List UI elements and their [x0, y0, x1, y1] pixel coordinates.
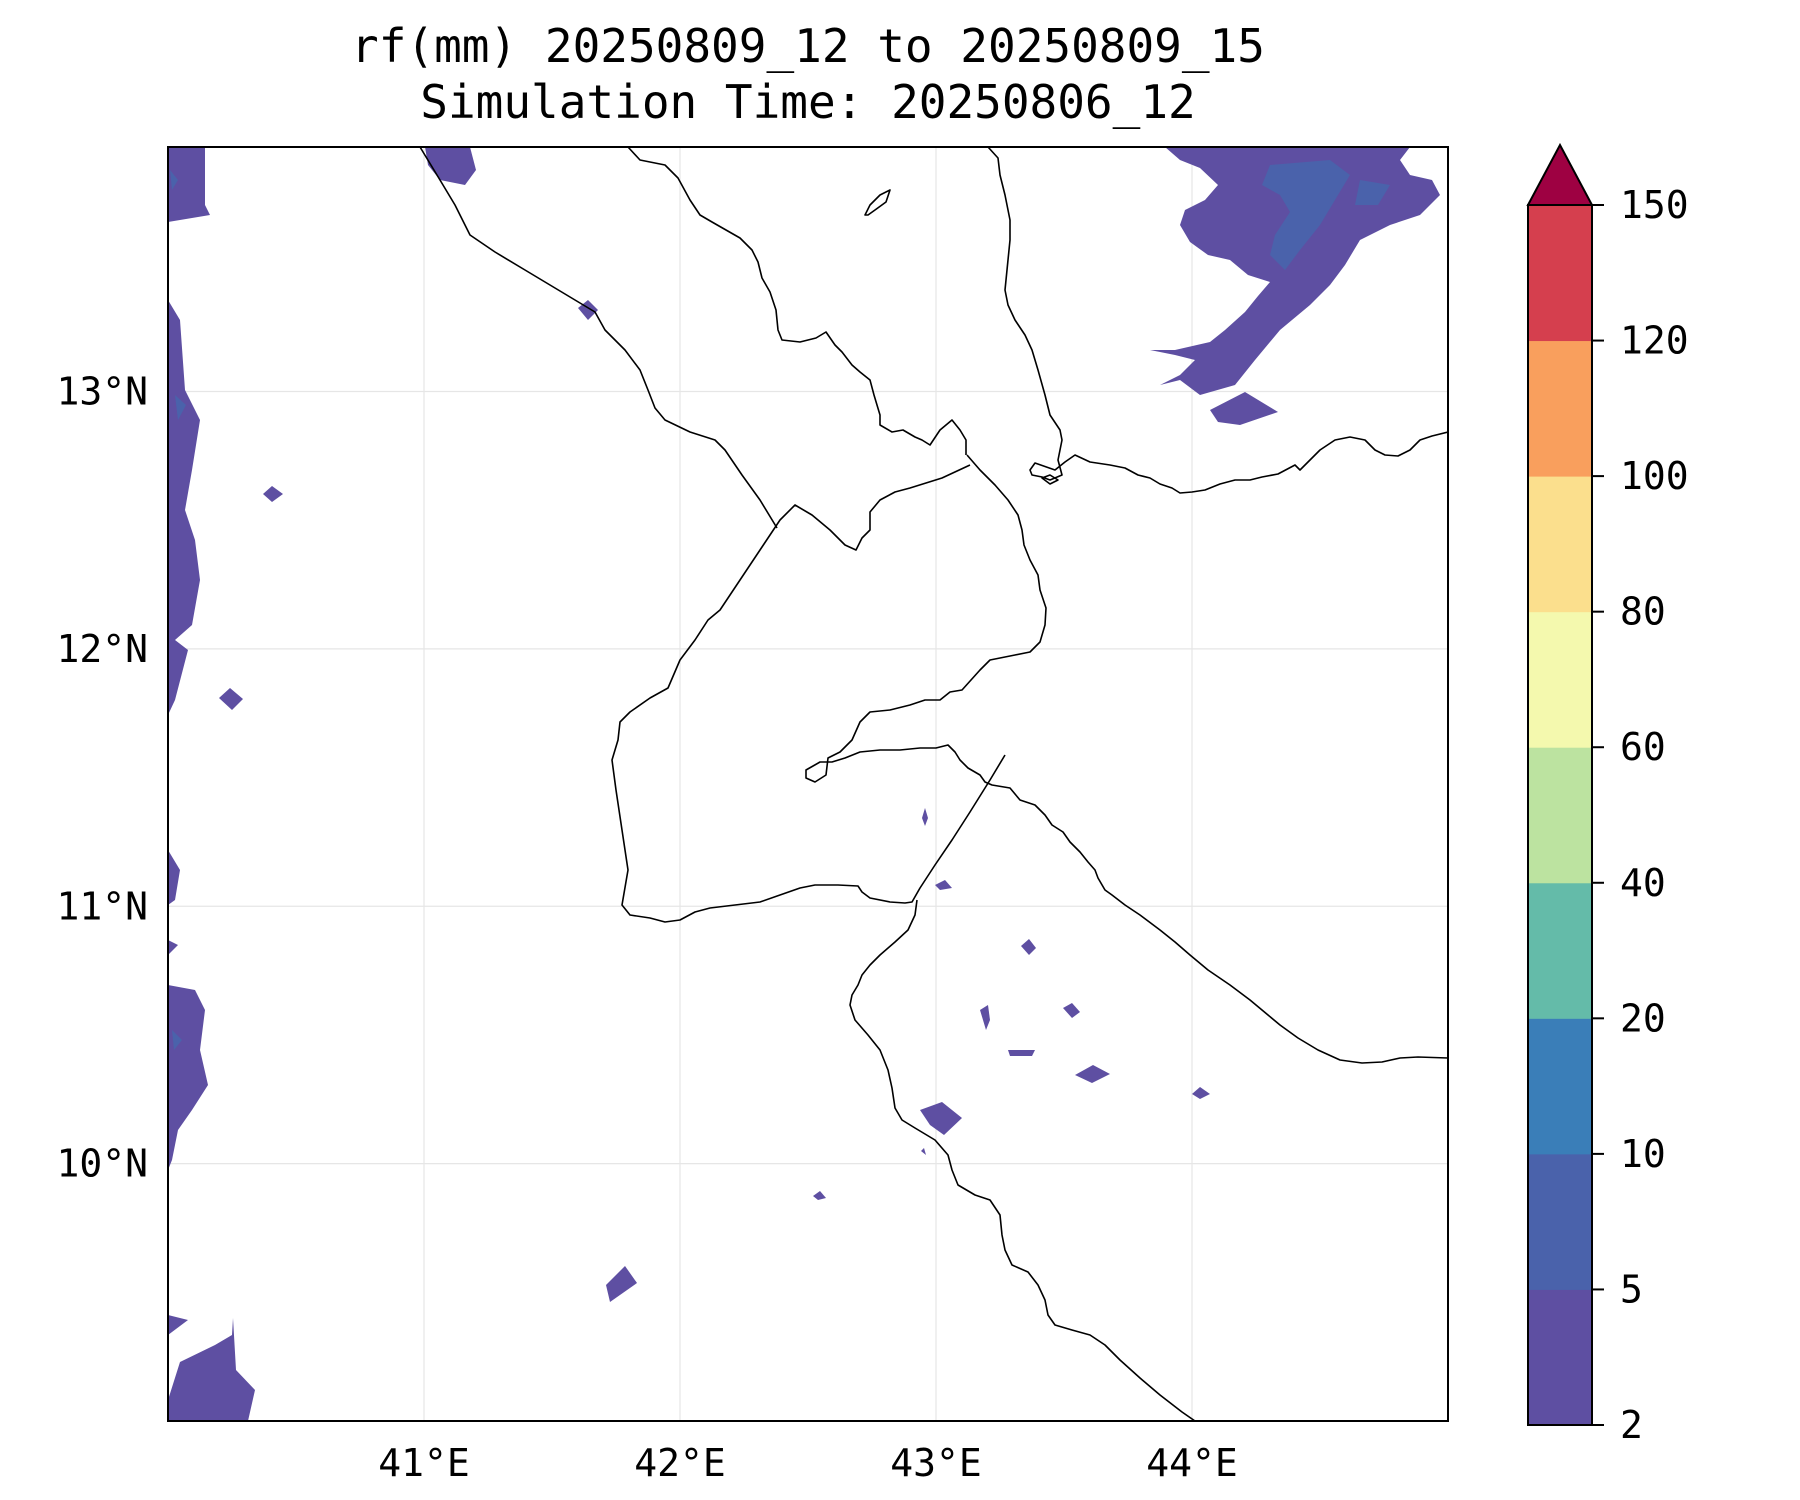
lon-tick-label: 41°E: [378, 1441, 470, 1485]
lon-tick-label: 42°E: [634, 1441, 726, 1485]
rain-cell: [219, 688, 243, 710]
lat-tick-label: 11°N: [56, 884, 148, 928]
rain-cell: [1063, 1003, 1080, 1018]
colorbar-bin: [1528, 205, 1592, 342]
colorbar-tick-label: 10: [1620, 1132, 1666, 1176]
colorbar-bin: [1528, 1289, 1592, 1426]
coastline-eritrea: [627, 147, 967, 455]
rain-cell: [935, 880, 952, 890]
coastline-red-sea-east: [987, 147, 1448, 494]
lat-tick-label: 10°N: [56, 1142, 148, 1186]
colorbar-tick-label: 5: [1620, 1267, 1643, 1311]
rain-cell: [1008, 1050, 1035, 1056]
colorbar-bin: [1528, 882, 1592, 1019]
rain-core-northeast: [1262, 160, 1390, 270]
title-line-2: Simulation Time: 20250806_12: [420, 75, 1196, 129]
lat-tick-label: 13°N: [56, 370, 148, 414]
rain-cell: [980, 1005, 990, 1030]
island-small: [1041, 474, 1059, 485]
rain-cell: [920, 1102, 962, 1135]
rain-cell: [1021, 939, 1036, 955]
coastline-gulf-of-aden: [805, 454, 1448, 1064]
border-djibouti: [611, 464, 1006, 923]
border-ethiopia-somalia: [849, 899, 1196, 1421]
rain-cell: [1075, 1065, 1110, 1083]
colorbar-tick-label: 100: [1620, 454, 1689, 498]
colorbar-tick-label: 120: [1620, 319, 1689, 363]
latitude-labels: 13°N 12°N 11°N 10°N: [56, 370, 148, 1186]
colorbar-tick-label: 40: [1620, 861, 1666, 905]
rain-cell: [606, 1266, 637, 1302]
rain-area-west-edge: [168, 147, 255, 1421]
colorbar-bin: [1528, 476, 1592, 613]
rainfall-contours: [168, 147, 1440, 1421]
map-frame: [167, 146, 1449, 1422]
rain-area-northeast: [1150, 147, 1440, 395]
colorbar-tick-label: 60: [1620, 725, 1666, 769]
lon-tick-label: 43°E: [890, 1441, 982, 1485]
colorbar-bin: [1528, 340, 1592, 477]
gridlines: [168, 147, 1448, 1421]
lon-tick-label: 44°E: [1146, 1441, 1238, 1485]
colorbar-bin: [1528, 1018, 1592, 1155]
border-eritrea-ethiopia: [419, 147, 778, 529]
longitude-labels: 41°E 42°E 43°E 44°E: [378, 1441, 1238, 1485]
coastlines-and-borders: [419, 147, 1448, 1421]
colorbar-bin: [1528, 1153, 1592, 1290]
rain-cell: [1192, 1087, 1210, 1099]
colorbar-bin: [1528, 747, 1592, 884]
rain-cell: [921, 1148, 926, 1155]
colorbar-bin: [1528, 611, 1592, 748]
colorbar: 2 5 10 20 40 60 80 100 120 150: [1526, 142, 1689, 1447]
colorbar-frame: [1527, 204, 1593, 1426]
title-line-1: rf(mm) 20250809_12 to 20250809_15: [351, 19, 1265, 73]
colorbar-tick-label: 2: [1620, 1403, 1643, 1447]
map-title: rf(mm) 20250809_12 to 20250809_15 Simula…: [168, 18, 1448, 130]
island-dahlak: [864, 189, 891, 216]
rain-area-northeast-blob: [1210, 392, 1278, 425]
colorbar-tick-label: 20: [1620, 996, 1666, 1040]
colorbar-tick-label: 150: [1620, 183, 1689, 227]
rain-cell: [922, 808, 928, 826]
colorbar-tick-label: 80: [1620, 590, 1666, 634]
rain-cell: [813, 1191, 826, 1200]
colorbar-extend-arrow: [1526, 142, 1594, 206]
rain-cell: [263, 486, 283, 502]
lat-tick-label: 12°N: [56, 627, 148, 671]
